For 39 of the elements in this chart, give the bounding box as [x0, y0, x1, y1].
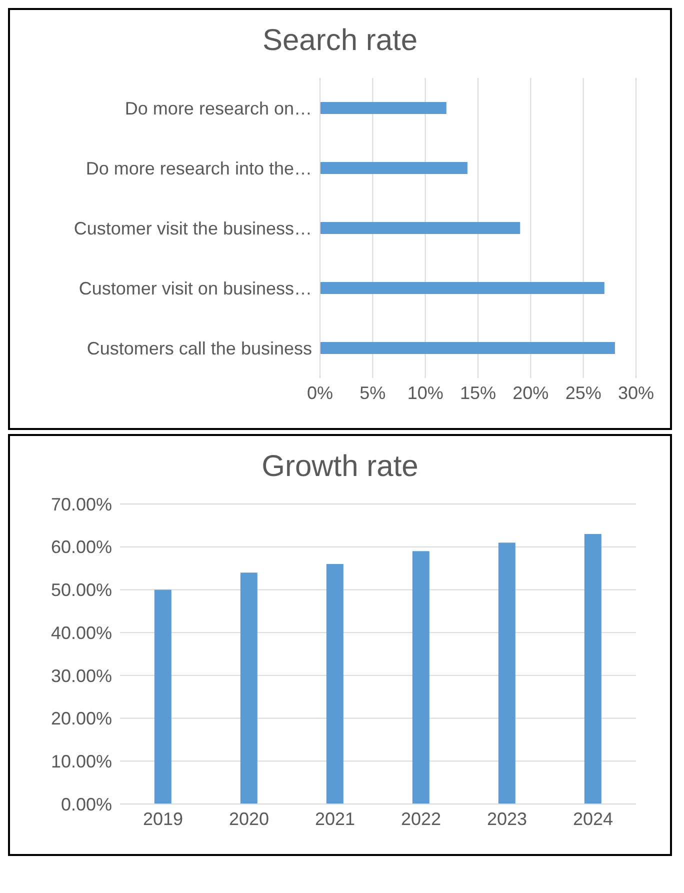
x-tick-label: 25%	[565, 382, 602, 403]
y-tick-label: 30.00%	[50, 666, 112, 686]
y-tick-label: 0.00%	[60, 794, 112, 814]
bar	[320, 162, 468, 174]
bar	[320, 342, 615, 354]
y-tick-label: Do more research on…	[124, 98, 312, 118]
bar	[320, 282, 604, 294]
bar	[154, 590, 172, 804]
y-tick-label: Customer visit on business…	[78, 278, 312, 298]
chart-title: Search rate	[261, 23, 419, 58]
y-tick-label: 50.00%	[50, 580, 112, 600]
x-tick-label: 15%	[460, 382, 496, 403]
x-tick-label: 30%	[618, 382, 654, 403]
x-tick-label: 2023	[486, 808, 528, 829]
x-tick-label: 2019	[142, 808, 184, 829]
bar	[320, 102, 446, 114]
x-tick-label: 2022	[400, 808, 442, 829]
bar	[320, 222, 520, 234]
y-tick-label: Customers call the business	[86, 338, 312, 358]
y-tick-label: Do more research into the…	[86, 158, 312, 178]
x-tick-label: 2020	[228, 808, 270, 829]
y-tick-label: 70.00%	[50, 494, 112, 514]
x-tick-label: 10%	[407, 382, 444, 403]
x-tick-label: 2021	[314, 808, 356, 829]
chart-title: Growth rate	[260, 449, 420, 484]
bar	[326, 564, 344, 804]
x-tick-label: 20%	[512, 382, 549, 403]
bar	[498, 542, 516, 804]
y-tick-label: 10.00%	[50, 752, 112, 772]
y-tick-label: 40.00%	[50, 622, 112, 643]
bar	[412, 551, 430, 804]
x-tick-label: 0%	[306, 382, 334, 403]
bar	[240, 572, 258, 804]
y-tick-label: 60.00%	[50, 537, 112, 558]
y-tick-label: 20.00%	[50, 708, 112, 729]
bar	[584, 534, 602, 804]
y-tick-label: Customer visit the business…	[74, 218, 312, 238]
x-tick-label: 5%	[360, 382, 386, 403]
x-tick-label: 2024	[572, 808, 614, 829]
